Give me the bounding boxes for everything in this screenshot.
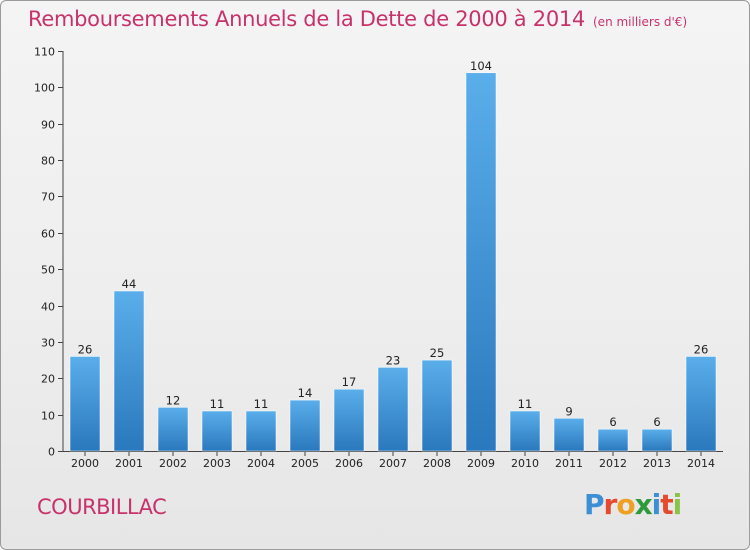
bar-2000 xyxy=(69,356,101,452)
logo-letter: r xyxy=(603,488,618,521)
y-tick-label: 110 xyxy=(34,46,55,59)
chart-subtitle: (en milliers d'€) xyxy=(593,15,688,29)
data-label-2004: 11 xyxy=(254,397,269,411)
y-tick-label: 70 xyxy=(41,191,55,204)
commune-name: COURBILLAC xyxy=(37,495,167,519)
data-label-2009: 104 xyxy=(470,59,492,73)
data-labels: 26 44 12 11 11 14 17 23 25 104 11 9 6 6 26 xyxy=(78,59,709,429)
y-axis: 0 10 20 30 40 50 60 70 80 90 100 110 xyxy=(34,46,64,459)
chart-title: Remboursements Annuels de la Dette de 20… xyxy=(28,7,585,31)
y-tick-label: 50 xyxy=(41,264,55,277)
bar-2007 xyxy=(377,367,409,452)
y-tick-label: 10 xyxy=(41,410,55,423)
bar-2009 xyxy=(465,72,497,452)
data-label-2003: 11 xyxy=(210,397,225,411)
y-tick-label: 40 xyxy=(41,301,55,314)
x-tick-label: 2005 xyxy=(291,457,319,470)
data-label-2010: 11 xyxy=(518,397,533,411)
bar-2003 xyxy=(201,410,233,452)
x-tick-label: 2004 xyxy=(247,457,275,470)
chart-title-block: Remboursements Annuels de la Dette de 20… xyxy=(28,7,687,31)
x-tick-label: 2008 xyxy=(423,457,451,470)
logo-letter: o xyxy=(616,488,635,521)
data-label-2012: 6 xyxy=(609,415,616,429)
data-label-2000: 26 xyxy=(78,342,93,356)
data-label-2013: 6 xyxy=(653,415,660,429)
bar-2004 xyxy=(245,410,277,452)
x-tick-label: 2007 xyxy=(379,457,407,470)
bar-2014 xyxy=(685,356,717,452)
x-tick-label: 2010 xyxy=(511,457,539,470)
data-label-2008: 25 xyxy=(430,346,445,360)
logo-letter: i xyxy=(672,488,683,521)
x-tick-label: 2014 xyxy=(687,457,715,470)
bar-2002 xyxy=(157,407,189,452)
x-tick-label: 2011 xyxy=(555,457,583,470)
y-tick-label: 0 xyxy=(48,446,55,459)
data-label-2005: 14 xyxy=(298,386,313,400)
x-tick-label: 2003 xyxy=(203,457,231,470)
data-label-2011: 9 xyxy=(565,404,572,418)
y-tick-label: 100 xyxy=(34,82,55,95)
bar-2008 xyxy=(421,359,453,452)
x-tick-label: 2001 xyxy=(115,457,143,470)
data-label-2014: 26 xyxy=(694,342,709,356)
y-tick-label: 60 xyxy=(41,228,55,241)
logo-letter: P xyxy=(584,488,605,521)
data-label-2007: 23 xyxy=(386,353,401,367)
bar-2010 xyxy=(509,410,541,452)
bar-2001 xyxy=(113,290,145,452)
bar-2006 xyxy=(333,388,365,452)
bar-2011 xyxy=(553,418,585,452)
y-tick-label: 80 xyxy=(41,155,55,168)
x-tick-label: 2009 xyxy=(467,457,495,470)
bar-2013 xyxy=(641,428,673,452)
x-tick-label: 2013 xyxy=(643,457,671,470)
x-axis: 2000 2001 2002 2003 2004 2005 2006 2007 2008 2009… xyxy=(63,451,723,470)
x-tick-label: 2012 xyxy=(599,457,627,470)
bar-2005 xyxy=(289,399,321,452)
bar-2012 xyxy=(597,428,629,452)
x-tick-label: 2006 xyxy=(335,457,363,470)
y-tick-label: 90 xyxy=(41,119,55,132)
x-tick-label: 2000 xyxy=(71,457,99,470)
logo-letter: t xyxy=(660,488,673,521)
proxiti-logo: Proxiti xyxy=(584,488,683,521)
data-label-2001: 44 xyxy=(122,277,137,291)
data-label-2002: 12 xyxy=(166,393,181,407)
y-tick-label: 30 xyxy=(41,337,55,350)
y-tick-label: 20 xyxy=(41,373,55,386)
logo-letter: x xyxy=(634,488,653,521)
x-tick-label: 2002 xyxy=(159,457,187,470)
bars xyxy=(69,72,717,452)
data-label-2006: 17 xyxy=(342,375,357,389)
logo-letter: i xyxy=(651,488,662,521)
